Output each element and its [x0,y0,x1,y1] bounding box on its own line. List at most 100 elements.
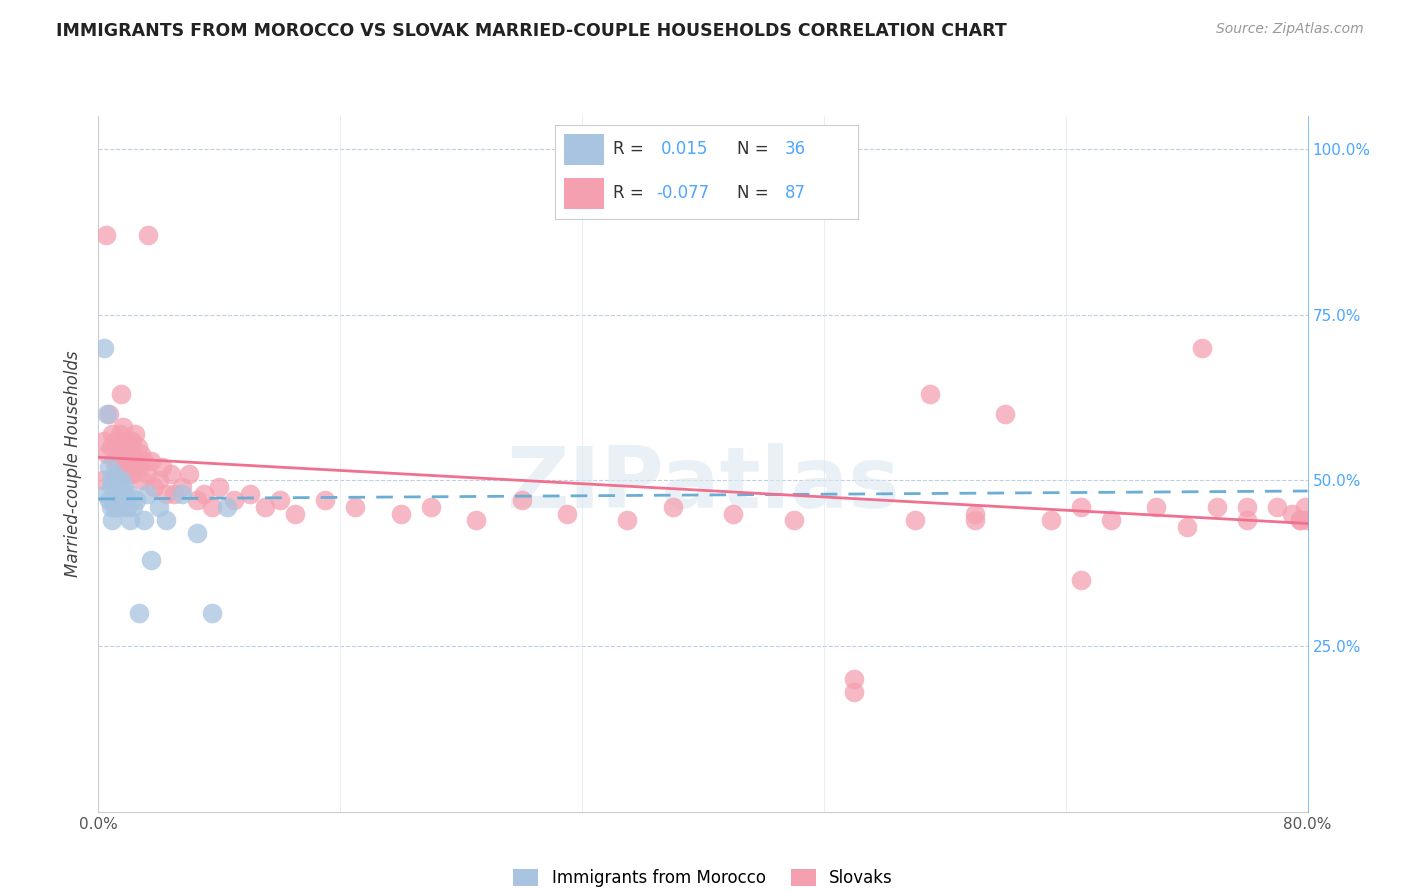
Point [844,672,866,686]
Point [1296,513,1319,527]
Point [122,500,145,514]
Point [96,447,118,461]
Point [115,500,138,514]
Point [103,467,125,481]
Point [105,500,128,514]
Point [904,513,927,527]
Point [121,434,143,448]
Point [120,447,142,461]
Point [1070,573,1092,587]
Point [186,493,208,508]
Point [96,407,118,421]
Point [1267,500,1289,514]
Point [103,493,125,508]
Point [118,467,141,481]
Point [170,486,193,500]
Point [1289,513,1312,527]
Point [98,407,121,421]
Point [107,453,129,467]
Point [143,480,166,494]
Point [1175,520,1198,534]
Text: N =: N = [737,140,773,158]
Point [420,500,443,514]
Point [128,460,150,475]
Point [135,467,157,481]
Point [193,486,215,500]
Point [783,513,806,527]
Point [127,440,149,454]
Point [135,486,157,500]
Point [91,474,114,488]
Point [111,486,134,500]
Point [110,474,132,488]
Point [148,474,170,488]
Point [344,500,367,514]
Point [160,467,183,481]
Point [100,474,122,488]
Point [163,486,186,500]
Point [98,493,121,508]
Point [104,500,127,514]
Point [555,507,578,521]
Point [124,427,146,442]
Point [101,427,124,442]
Point [112,434,135,448]
Point [239,486,262,500]
Point [129,447,152,461]
Point [136,228,159,243]
Point [1039,513,1062,527]
Point [114,434,136,448]
Point [510,493,533,508]
Point [104,434,127,448]
Point [105,460,128,475]
Point [1070,500,1092,514]
Point [269,493,291,508]
Bar [564,178,603,210]
Point [965,507,987,521]
Point [201,606,224,620]
Point [918,387,941,401]
Point [170,480,193,494]
Point [1289,513,1312,527]
Point [844,685,866,699]
Bar [564,135,603,165]
Point [141,553,163,567]
Point [121,467,143,481]
Point [104,474,127,488]
Text: N =: N = [737,185,773,202]
Point [131,474,153,488]
Point [201,500,224,514]
Point [186,526,208,541]
Point [224,493,246,508]
Point [155,513,177,527]
Point [94,228,117,243]
Point [1281,507,1303,521]
Point [465,513,488,527]
Point [118,486,141,500]
Point [723,507,745,521]
Point [616,513,638,527]
Point [155,486,177,500]
Point [105,480,128,494]
Point [125,493,148,508]
Point [150,460,173,475]
Point [122,447,145,461]
Point [1191,341,1213,355]
Legend: Immigrants from Morocco, Slovaks: Immigrants from Morocco, Slovaks [506,863,900,892]
Point [112,467,135,481]
Point [1099,513,1122,527]
Point [662,500,685,514]
Point [112,480,135,494]
Point [132,453,155,467]
Text: ZIPatlas: ZIPatlas [506,443,900,526]
Point [148,500,170,514]
Text: IMMIGRANTS FROM MOROCCO VS SLOVAK MARRIED-COUPLE HOUSEHOLDS CORRELATION CHART: IMMIGRANTS FROM MOROCCO VS SLOVAK MARRIE… [56,22,1007,40]
Point [215,500,238,514]
Point [111,420,134,434]
Text: 0.015: 0.015 [661,140,709,158]
Point [94,486,117,500]
Point [1294,500,1316,514]
Text: Source: ZipAtlas.com: Source: ZipAtlas.com [1216,22,1364,37]
Point [108,500,131,514]
Text: -0.077: -0.077 [657,185,710,202]
